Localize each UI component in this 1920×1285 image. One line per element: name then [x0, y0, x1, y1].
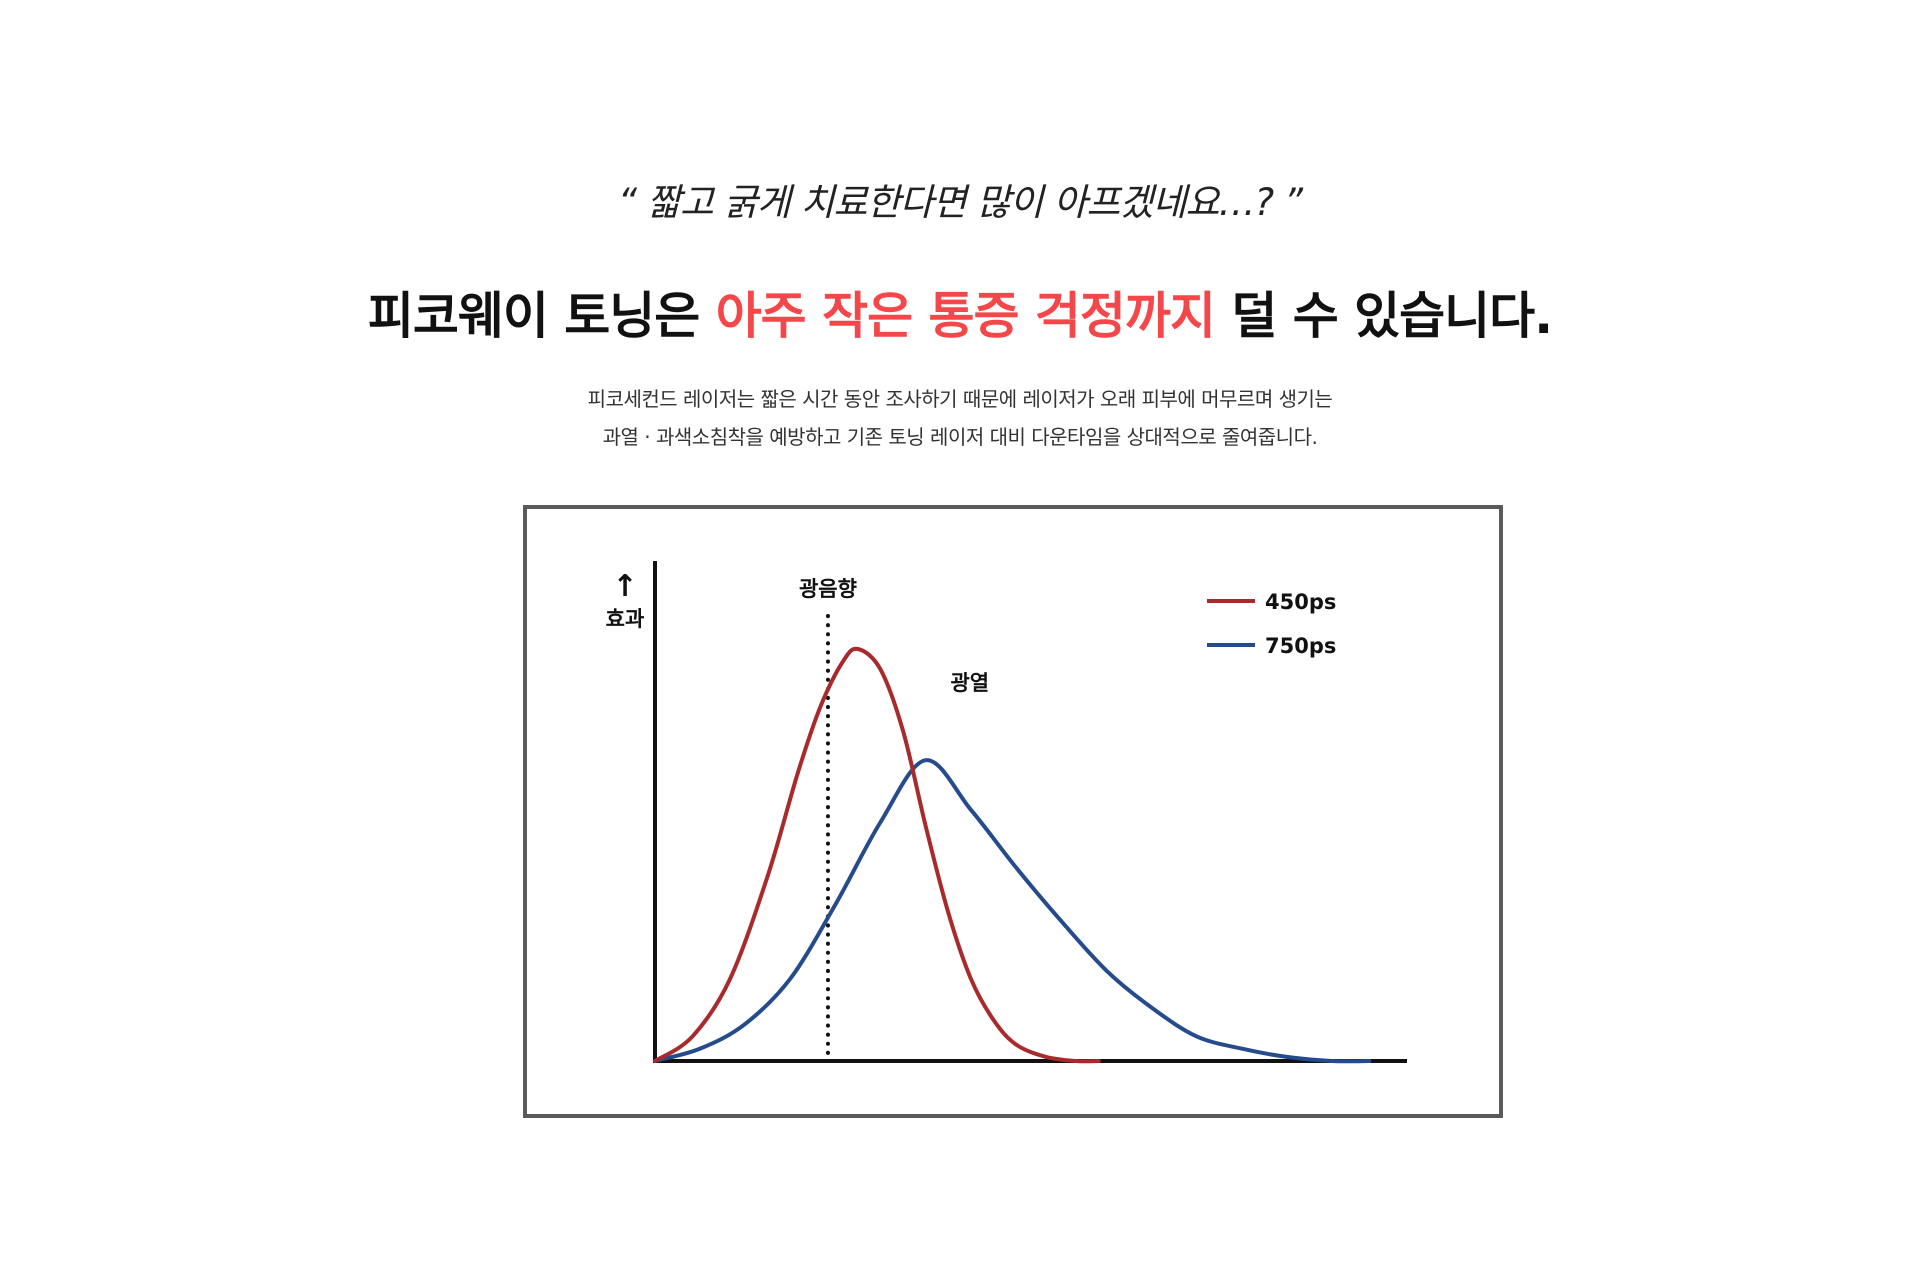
annotation-photoacoustic: 광음향 [799, 577, 857, 601]
headline-highlight: 아주 작은 통증 걱정까지 [715, 287, 1216, 345]
description-line-2: 과열 · 과색소침착을 예방하고 기존 토닝 레이저 대비 다운타임을 상대적으… [602, 425, 1318, 449]
headline-part1: 피코웨이 토닝은 [367, 287, 716, 345]
y-axis-arrow: ↑ [612, 569, 637, 604]
description-line-1: 피코세컨드 레이저는 짧은 시간 동안 조사하기 때문에 레이저가 오래 피부에… [587, 387, 1333, 411]
headline: 피코웨이 토닝은 아주 작은 통증 걱정까지 덜 수 있습니다. [0, 276, 1920, 348]
chart-frame: ↑ 효과 광음향 광열 450ps 750ps [523, 505, 1503, 1118]
chart: ↑ 효과 광음향 광열 450ps 750ps [606, 561, 1407, 1064]
series-line-750ps [653, 758, 1372, 1064]
y-axis-label: 효과 [606, 607, 645, 631]
legend-label-750ps: 750ps [1265, 634, 1336, 658]
series-layer [653, 646, 1372, 1064]
annotation-photothermal: 광열 [950, 671, 989, 695]
headline-part2: 덜 수 있습니다. [1214, 287, 1553, 345]
legend-label-450ps: 450ps [1265, 590, 1336, 614]
description: 피코세컨드 레이저는 짧은 시간 동안 조사하기 때문에 레이저가 오래 피부에… [0, 380, 1920, 456]
quote-text: “ 짧고 굵게 치료한다면 많이 아프겠네요…? ” [617, 181, 1303, 224]
series-line-450ps [653, 646, 1101, 1064]
legend: 450ps 750ps [1207, 590, 1336, 658]
